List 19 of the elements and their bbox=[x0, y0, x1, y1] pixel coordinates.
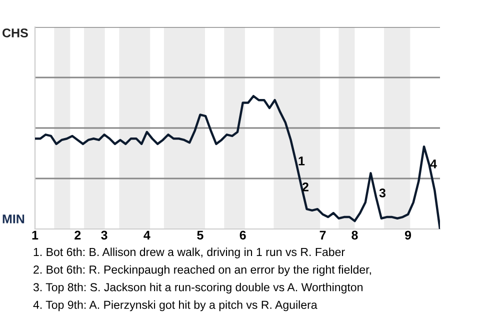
annotation: 4 bbox=[430, 160, 437, 168]
x-tick-label: 9 bbox=[404, 230, 412, 240]
x-tick-label: 6 bbox=[240, 230, 246, 240]
x-tick-label: 2 bbox=[74, 230, 81, 240]
x-tick-label: 5 bbox=[197, 230, 204, 240]
x-tick-label: 8 bbox=[352, 230, 358, 240]
text: 3. Top 8th: S. Jackson hit a run-scoring double vs A. Worthington bbox=[33, 282, 362, 294]
annotation: 1 bbox=[298, 156, 305, 166]
text: CHS bbox=[2, 28, 28, 38]
text: 2. Bot 6th: R. Peckinpaugh reached on an error by the right fielder, bbox=[34, 265, 371, 276]
annotation: 3 bbox=[379, 188, 386, 198]
text: MIN bbox=[2, 214, 24, 224]
x-tick-label: 3 bbox=[101, 230, 108, 240]
x-tick-label: 1 bbox=[32, 230, 38, 240]
text: 1. Bot 6th: B. Allison drew a walk, driving in 1 run vs R. Faber bbox=[34, 248, 345, 258]
text: 4. Top 9th: A. Pierzynski got hit by a pitch vs R. Aguilera bbox=[33, 300, 318, 312]
x-tick-label: 4 bbox=[144, 230, 150, 240]
annotation: 2 bbox=[302, 182, 308, 192]
x-tick-label: 7 bbox=[320, 230, 326, 240]
